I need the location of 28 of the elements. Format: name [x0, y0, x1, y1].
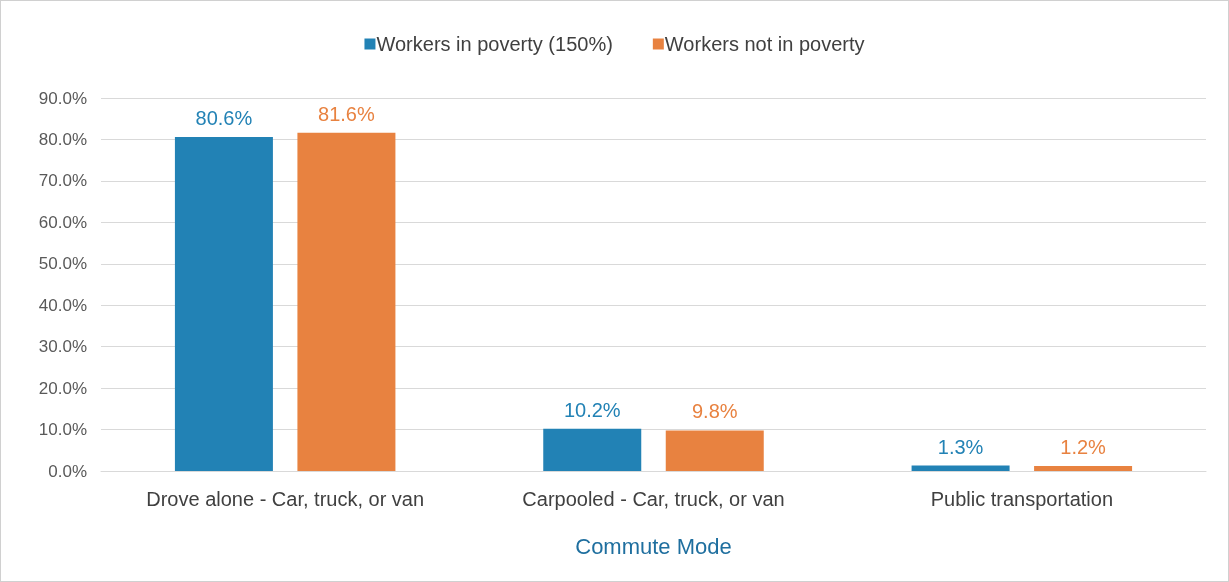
data-label: 1.2% [1060, 436, 1107, 459]
legend-label: Workers in poverty (150%) [376, 33, 613, 55]
x-axis-title: Commute Mode [575, 533, 732, 559]
y-tick-label: 40.0% [38, 295, 87, 315]
bar [543, 428, 642, 471]
y-tick-label: 70.0% [38, 171, 87, 191]
y-tick-label: 80.0% [38, 129, 87, 149]
data-label: 80.6% [195, 106, 253, 129]
bar [174, 136, 273, 471]
bar [1034, 466, 1133, 471]
bar [911, 465, 1010, 471]
x-tick-label: Drove alone - Car, truck, or van [146, 488, 425, 510]
y-tick-label: 50.0% [38, 254, 87, 274]
y-tick-label: 20.0% [38, 378, 87, 398]
bar [297, 132, 396, 471]
legend-label: Workers not in poverty [664, 33, 865, 55]
data-label: 10.2% [563, 398, 621, 421]
y-tick-label: 60.0% [38, 212, 87, 232]
bar [665, 430, 764, 471]
y-tick-label: 30.0% [38, 337, 87, 357]
y-tick-label: 90.0% [38, 88, 87, 108]
y-tick-label: 10.0% [38, 420, 87, 440]
x-tick-label: Carpooled - Car, truck, or van [522, 488, 785, 510]
x-tick-label: Public transportation [930, 488, 1113, 510]
data-label: 1.3% [937, 435, 984, 458]
data-label: 9.8% [691, 400, 738, 423]
y-tick-label: 0.0% [48, 461, 87, 481]
data-label: 81.6% [318, 102, 375, 125]
